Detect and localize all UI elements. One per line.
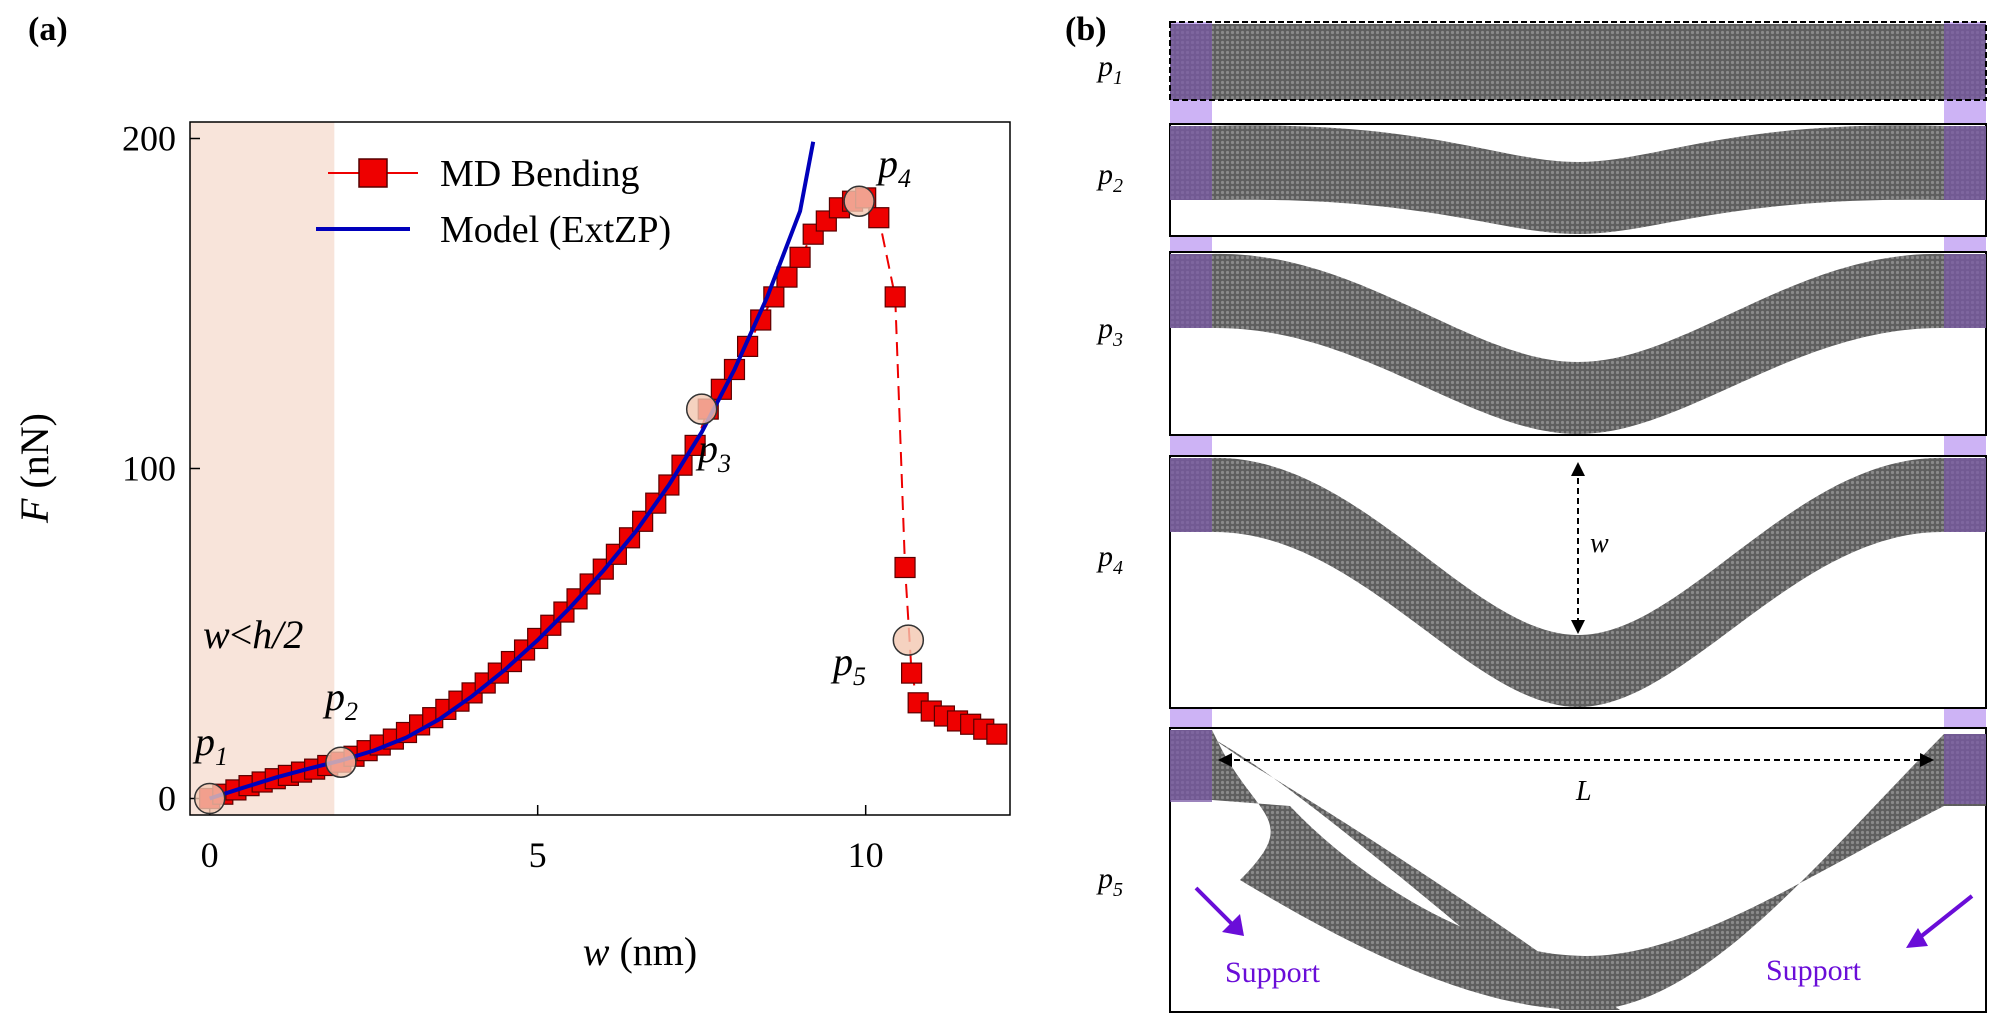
- clamp-right-p3: [1944, 254, 1986, 328]
- support-arrow-left-shaft: [1194, 886, 1238, 930]
- snapshot-p3: [1169, 251, 1987, 436]
- x-tick-label-10: 10: [848, 835, 884, 875]
- support-arrow-right-shaft: [1912, 894, 1974, 944]
- snapshot-label-p4: p4: [1096, 540, 1123, 579]
- annot-p1: p1: [192, 719, 228, 771]
- legend: MD Bending Model (ExtZP): [316, 153, 671, 251]
- annot-p3: p3: [695, 426, 731, 478]
- legend-md-label: MD Bending: [440, 153, 640, 195]
- y-tick-label-200: 200: [122, 119, 176, 159]
- beam-p3: [1170, 253, 1986, 434]
- clamp-left-p3: [1170, 254, 1212, 328]
- clamp-left-p1: [1170, 24, 1212, 100]
- x-axis-ticks: 0 5 10: [201, 805, 884, 875]
- beam-p2: [1170, 125, 1986, 234]
- panel-b-label: (b): [1065, 11, 1107, 48]
- shaded-region-w-lt-h2: [190, 122, 335, 815]
- shaded-region-label: w<h/2: [203, 612, 303, 657]
- L-arrow-right: [1920, 753, 1934, 767]
- snapshots-panel-b: w L Support Support p1 p2 p3 p4 p5: [1096, 21, 1987, 1013]
- support-label-left: Support: [1225, 956, 1321, 989]
- highlight-circle-p2: [325, 746, 357, 778]
- md-point-51: [868, 207, 890, 229]
- model-extzp-curve: [209, 141, 816, 801]
- annot-p5: p5: [830, 639, 866, 691]
- md-point-61: [986, 723, 1008, 745]
- clamp-right-p4: [1944, 458, 1986, 532]
- x-axis-label: w (nm): [583, 929, 697, 974]
- snapshot-p2: [1169, 123, 1987, 237]
- w-arrow-up: [1571, 462, 1585, 476]
- highlight-circle-p3: [685, 393, 718, 425]
- md-point-44: [776, 266, 798, 288]
- highlight-circle-p5: [892, 624, 925, 656]
- model-extzp-line: [209, 141, 816, 801]
- support-arrow-left-head: [1222, 914, 1244, 936]
- snapshot-p1: [1169, 21, 1987, 101]
- y-tick-label-100: 100: [122, 449, 176, 489]
- beam-p4: [1170, 457, 1986, 707]
- x-tick-label-0: 0: [201, 835, 219, 875]
- highlight-circles: [193, 185, 925, 815]
- highlight-circle-p1: [193, 782, 226, 815]
- highlight-circle-p4: [843, 185, 875, 217]
- beam-p5: [1170, 730, 1986, 1010]
- snapshot-label-p3: p3: [1096, 312, 1123, 351]
- L-dimension-label: L: [1575, 776, 1592, 807]
- clamp-right-p5: [1944, 734, 1986, 804]
- x-tick-label-5: 5: [529, 835, 547, 875]
- beam-p5-fracture: [1212, 738, 1620, 1010]
- support-label-right: Support: [1766, 954, 1862, 987]
- legend-model-label: Model (ExtZP): [440, 209, 671, 251]
- md-point-45: [789, 246, 811, 268]
- snapshot-p5: L Support Support: [1169, 727, 1987, 1013]
- annot-p4: p4: [875, 141, 911, 193]
- md-point-53: [894, 556, 916, 579]
- clamp-left-p5: [1170, 730, 1212, 802]
- support-arrow-right-head: [1906, 928, 1928, 948]
- y-axis-ticks: 0 100 200: [122, 119, 200, 819]
- snapshot-p4: w: [1169, 455, 1987, 709]
- clamp-right-p2: [1944, 126, 1986, 200]
- snapshot-label-p5: p5: [1096, 862, 1123, 901]
- md-point-52: [884, 286, 906, 308]
- w-arrow-down: [1571, 620, 1585, 634]
- clamp-left-p4: [1170, 458, 1212, 532]
- md-point-54: [900, 662, 923, 684]
- w-dimension-label: w: [1590, 528, 1609, 559]
- L-arrow-left: [1218, 753, 1232, 767]
- y-tick-label-0: 0: [158, 779, 176, 819]
- snapshot-label-p2: p2: [1096, 158, 1123, 197]
- chart-panel-a: 0 5 10 0 100 200 w (nm) F (nN) w<h/2 p1 p2 p…: [12, 119, 1011, 974]
- clamp-left-p2: [1170, 126, 1212, 200]
- clamp-right-p1: [1944, 24, 1986, 100]
- y-axis-label: F (nN): [12, 413, 57, 524]
- annot-p2: p2: [322, 674, 358, 726]
- snapshot-label-p1: p1: [1096, 50, 1123, 89]
- panel-a-label: (a): [28, 11, 68, 48]
- frame-p1: [1169, 21, 1987, 101]
- beam-p1: [1170, 24, 1986, 100]
- legend-md-marker: [358, 158, 388, 188]
